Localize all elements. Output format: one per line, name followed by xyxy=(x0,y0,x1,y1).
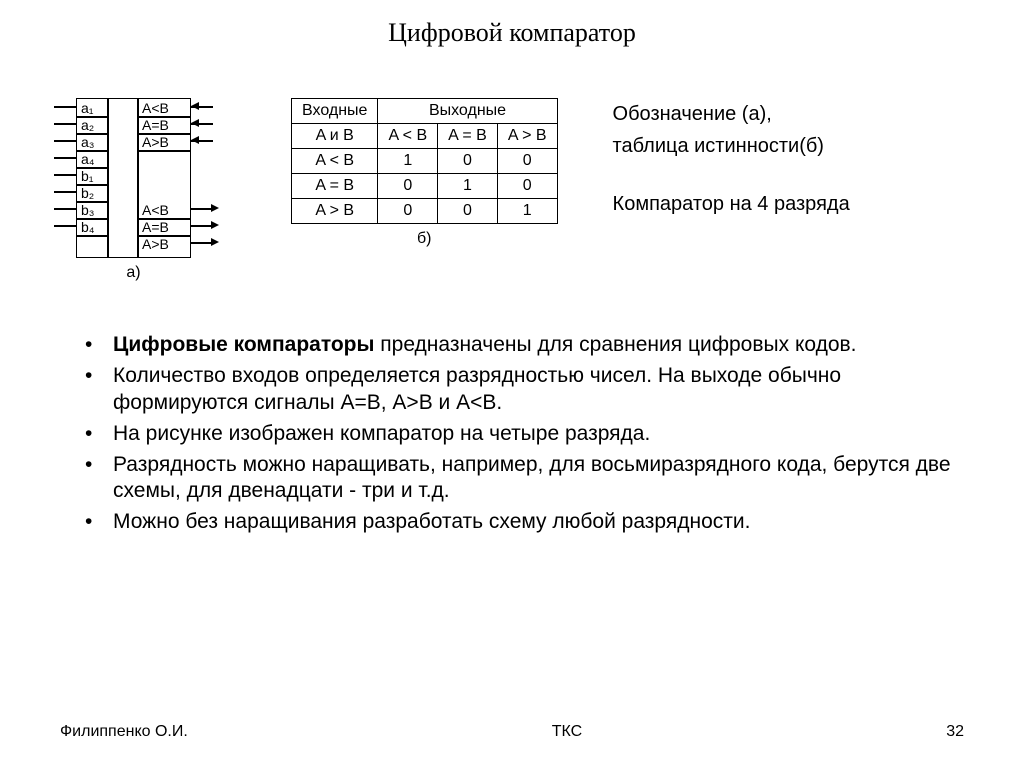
bullet-item: На рисунке изображен компаратор на четыр… xyxy=(85,421,964,448)
th-alb: A < B xyxy=(378,124,438,149)
bullet-item: Количество входов определяется разряднос… xyxy=(85,363,964,417)
table-row: A > B 0 0 1 xyxy=(292,199,558,224)
page-title: Цифровой компаратор xyxy=(0,0,1024,48)
pin-a1: a₁ xyxy=(81,100,94,116)
pin-a3: a₃ xyxy=(81,134,95,150)
pin-a2: a₂ xyxy=(81,117,94,133)
truth-table-wrap: Входные Выходные A и B A < B A = B A > B… xyxy=(291,98,558,248)
pin-b4: b₄ xyxy=(81,219,95,235)
bullet-list: Цифровые компараторы предназначены для с… xyxy=(85,332,964,536)
bullet-item: Цифровые компараторы предназначены для с… xyxy=(85,332,964,359)
pin-b1: b₁ xyxy=(81,168,94,184)
pin-b3: b₃ xyxy=(81,202,95,218)
pin-aeb-in: A=B xyxy=(142,117,169,133)
pin-agb-in: A>B xyxy=(142,134,169,150)
th-inputs: Входные xyxy=(292,99,378,124)
pin-agb-out: A>B xyxy=(142,236,169,252)
caption-a: а) xyxy=(76,264,191,282)
pin-alb-in: A<B xyxy=(142,100,169,116)
note-line3: Компаратор на 4 разряда xyxy=(613,188,850,220)
bullet-item: Можно без наращивания разработать схему … xyxy=(85,509,964,536)
footer-author: Филиппенко О.И. xyxy=(60,723,188,741)
footer-page: 32 xyxy=(946,723,964,741)
table-row: A < B 1 0 0 xyxy=(292,149,558,174)
symbol-block: a₁ a₂ a₃ a₄ b₁ b₂ b₃ b₄ A<B A=B A>B A<B … xyxy=(76,98,191,258)
note-line2: таблица истинности(б) xyxy=(613,130,850,162)
th-agb: A > B xyxy=(497,124,557,149)
note-line1: Обозначение (а), xyxy=(613,98,850,130)
caption-b: б) xyxy=(291,230,558,248)
pin-aeb-out: A=B xyxy=(142,219,169,235)
th-aib: A и B xyxy=(292,124,378,149)
comparator-symbol: a₁ a₂ a₃ a₄ b₁ b₂ b₃ b₄ A<B A=B A>B A<B … xyxy=(36,98,236,282)
truth-table: Входные Выходные A и B A < B A = B A > B… xyxy=(291,98,558,224)
side-notes: Обозначение (а), таблица истинности(б) К… xyxy=(613,98,850,220)
top-row: a₁ a₂ a₃ a₄ b₁ b₂ b₃ b₄ A<B A=B A>B A<B … xyxy=(0,98,1024,282)
footer: Филиппенко О.И. ТКС 32 xyxy=(0,723,1024,741)
th-outputs: Выходные xyxy=(378,99,557,124)
pin-b2: b₂ xyxy=(81,185,94,201)
pin-a4: a₄ xyxy=(81,151,95,167)
footer-center: ТКС xyxy=(552,723,582,741)
th-aeb: A = B xyxy=(438,124,498,149)
pin-alb-out: A<B xyxy=(142,202,169,218)
bullet-item: Разрядность можно наращивать, например, … xyxy=(85,452,964,506)
table-row: A = B 0 1 0 xyxy=(292,174,558,199)
